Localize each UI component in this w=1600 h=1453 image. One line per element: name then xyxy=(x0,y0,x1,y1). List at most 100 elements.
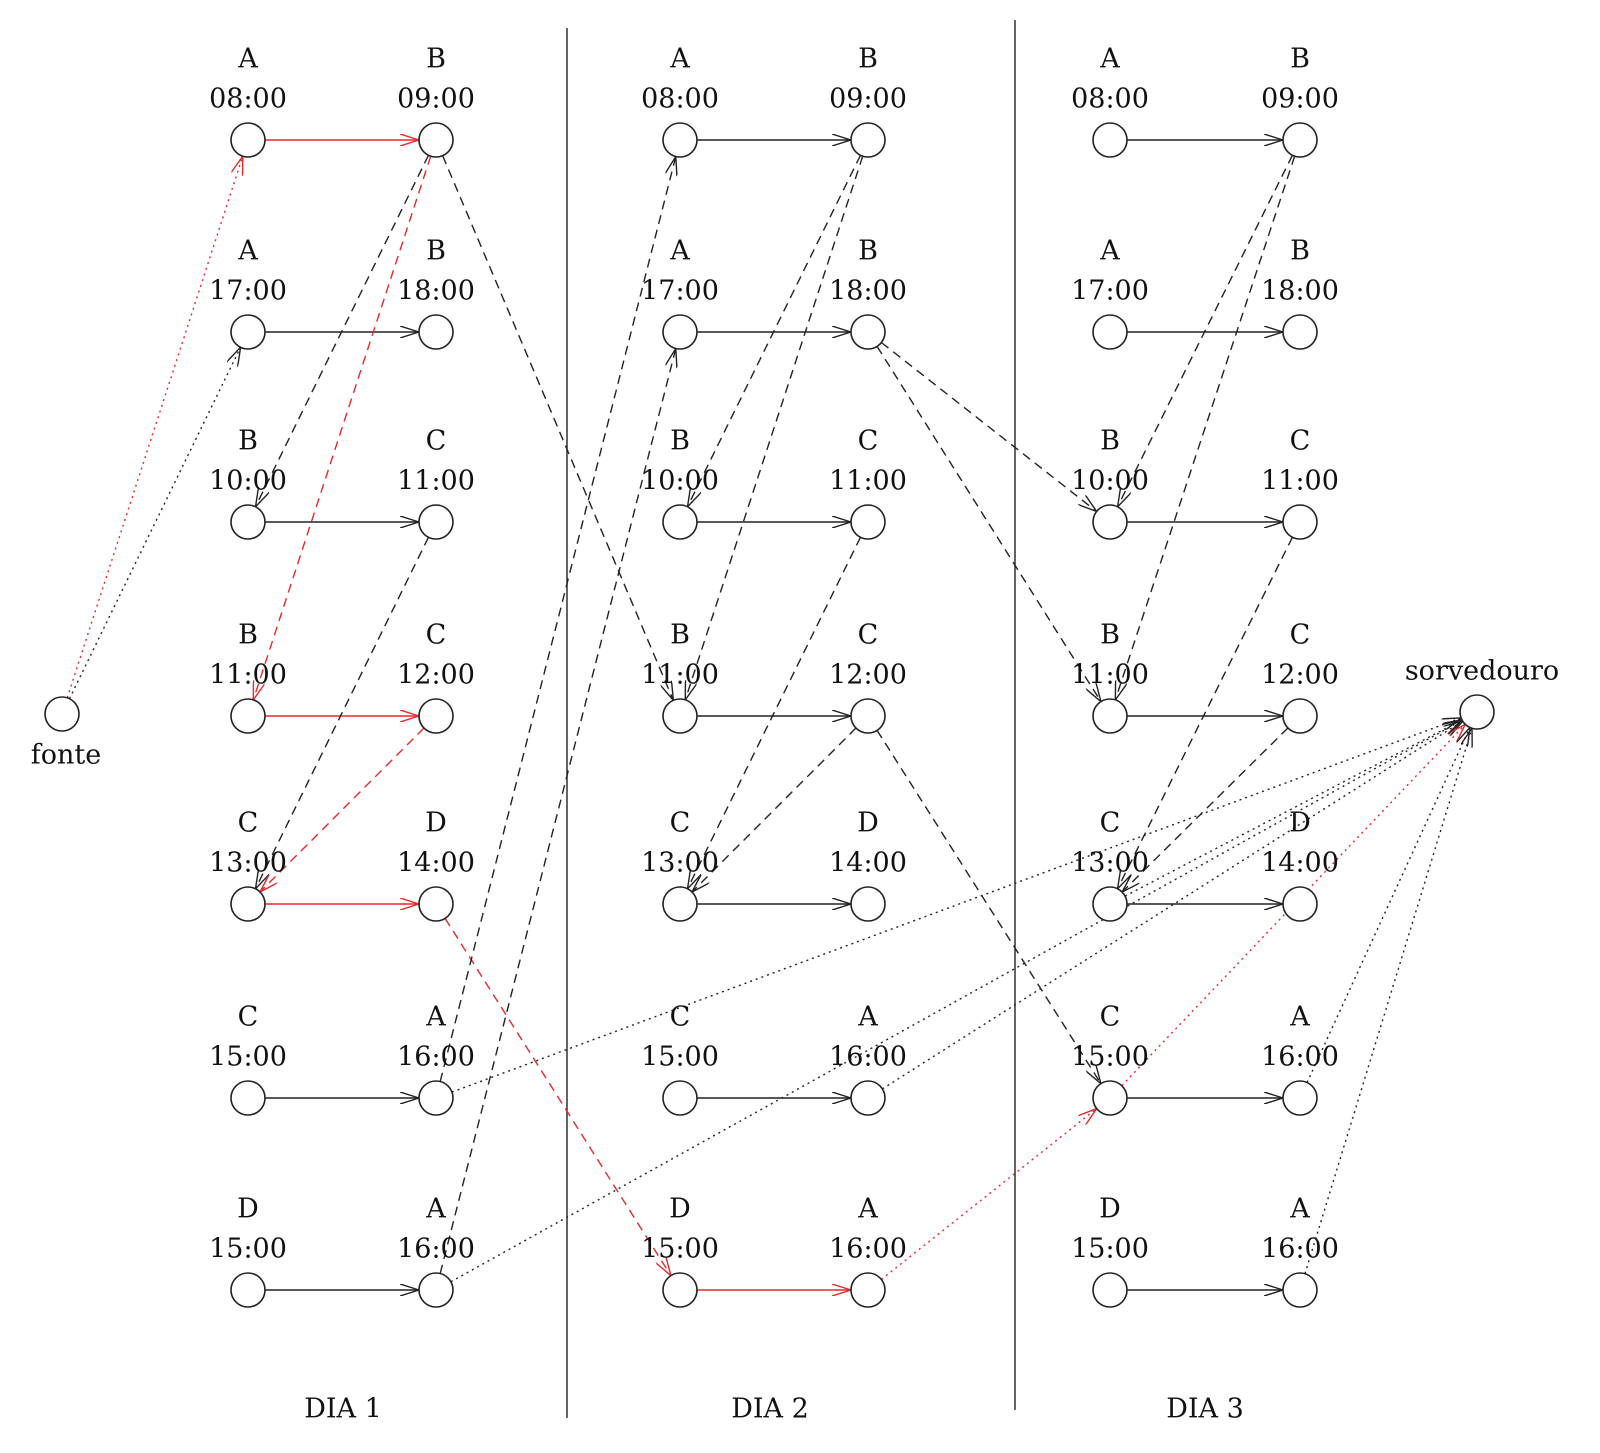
terminal-edge xyxy=(450,720,1462,1283)
node xyxy=(1282,1272,1318,1308)
node-location: A xyxy=(669,44,690,75)
node xyxy=(1092,1272,1128,1308)
node xyxy=(850,122,886,158)
node-time: 13:00 xyxy=(209,848,287,879)
node-location: A xyxy=(425,1194,446,1225)
node-time: 14:00 xyxy=(829,848,907,879)
node-location: B xyxy=(426,44,446,75)
sink-label: sorvedouro xyxy=(1405,656,1559,687)
terminal-edge xyxy=(880,1109,1096,1280)
day-label: DIA 2 xyxy=(731,1394,809,1425)
node-location: A xyxy=(237,44,258,75)
node-location: D xyxy=(425,808,447,839)
node-location: B xyxy=(426,236,446,267)
node xyxy=(230,1272,266,1308)
node-time: 15:00 xyxy=(1071,1234,1149,1265)
node-time: 11:00 xyxy=(1071,660,1149,691)
node xyxy=(1092,886,1128,922)
node-location: D xyxy=(857,808,879,839)
node xyxy=(662,314,698,350)
node xyxy=(418,698,454,734)
connection-edge xyxy=(688,536,862,888)
node-location: C xyxy=(238,808,259,839)
node-location: D xyxy=(1289,808,1311,839)
node-time: 08:00 xyxy=(209,84,287,115)
node-time: 16:00 xyxy=(397,1042,475,1073)
node-time: 12:00 xyxy=(829,660,907,691)
node-time: 15:00 xyxy=(209,1042,287,1073)
node-location: B xyxy=(1100,426,1120,457)
node-location: C xyxy=(858,620,879,651)
node xyxy=(662,886,698,922)
node-location: A xyxy=(857,1002,878,1033)
node-time: 16:00 xyxy=(829,1234,907,1265)
node-location: C xyxy=(426,620,447,651)
node xyxy=(850,886,886,922)
terminal-edge xyxy=(1306,727,1470,1083)
node xyxy=(662,1080,698,1116)
node xyxy=(418,314,454,350)
node xyxy=(230,314,266,350)
node-location: A xyxy=(1289,1194,1310,1225)
terminal-edge xyxy=(1121,724,1466,1087)
node-location: C xyxy=(238,1002,259,1033)
node-time: 14:00 xyxy=(1261,848,1339,879)
node xyxy=(418,1272,454,1308)
node-location: A xyxy=(669,236,690,267)
node-location: B xyxy=(1100,620,1120,651)
node-time: 09:00 xyxy=(397,84,475,115)
node-time: 13:00 xyxy=(641,848,719,879)
node-location: D xyxy=(1099,1194,1121,1225)
node xyxy=(662,122,698,158)
node-time: 11:00 xyxy=(397,466,475,497)
node xyxy=(1282,314,1318,350)
node-time: 10:00 xyxy=(209,466,287,497)
node-time: 16:00 xyxy=(829,1042,907,1073)
node-time: 17:00 xyxy=(209,276,287,307)
node xyxy=(1282,1080,1318,1116)
node-time: 14:00 xyxy=(397,848,475,879)
node-location: A xyxy=(1289,1002,1310,1033)
node-time: 11:00 xyxy=(641,660,719,691)
connection-edge xyxy=(439,348,676,1274)
day-label: DIA 3 xyxy=(1166,1394,1244,1425)
node-time: 08:00 xyxy=(641,84,719,115)
connection-edge xyxy=(685,155,864,700)
node-location: C xyxy=(1100,1002,1121,1033)
node xyxy=(1282,504,1318,540)
connection-edge xyxy=(688,154,862,506)
node-time: 11:00 xyxy=(209,660,287,691)
node xyxy=(850,1272,886,1308)
node xyxy=(850,698,886,734)
node xyxy=(418,886,454,922)
node xyxy=(1092,504,1128,540)
node xyxy=(662,504,698,540)
node-location: C xyxy=(1100,808,1121,839)
node-location: A xyxy=(857,1194,878,1225)
node xyxy=(230,504,266,540)
source-node xyxy=(44,696,80,732)
connection-edge xyxy=(876,346,1101,701)
node xyxy=(418,504,454,540)
node-time: 18:00 xyxy=(1261,276,1339,307)
node-location: D xyxy=(669,1194,691,1225)
node xyxy=(1092,1080,1128,1116)
node-time: 12:00 xyxy=(1261,660,1339,691)
connection-edge xyxy=(439,156,676,1082)
node xyxy=(230,886,266,922)
connection-edge xyxy=(256,154,430,506)
node-time: 13:00 xyxy=(1071,848,1149,879)
node-time: 17:00 xyxy=(641,276,719,307)
node-location: B xyxy=(670,620,690,651)
node-time: 15:00 xyxy=(641,1042,719,1073)
node xyxy=(662,698,698,734)
node-time: 08:00 xyxy=(1071,84,1149,115)
node-location: A xyxy=(1099,236,1120,267)
node xyxy=(230,1080,266,1116)
node-location: B xyxy=(670,426,690,457)
source-label: fonte xyxy=(31,740,101,771)
node-time: 09:00 xyxy=(1261,84,1339,115)
node-time: 17:00 xyxy=(1071,276,1149,307)
terminal-edge xyxy=(1304,728,1472,1274)
node xyxy=(418,122,454,158)
